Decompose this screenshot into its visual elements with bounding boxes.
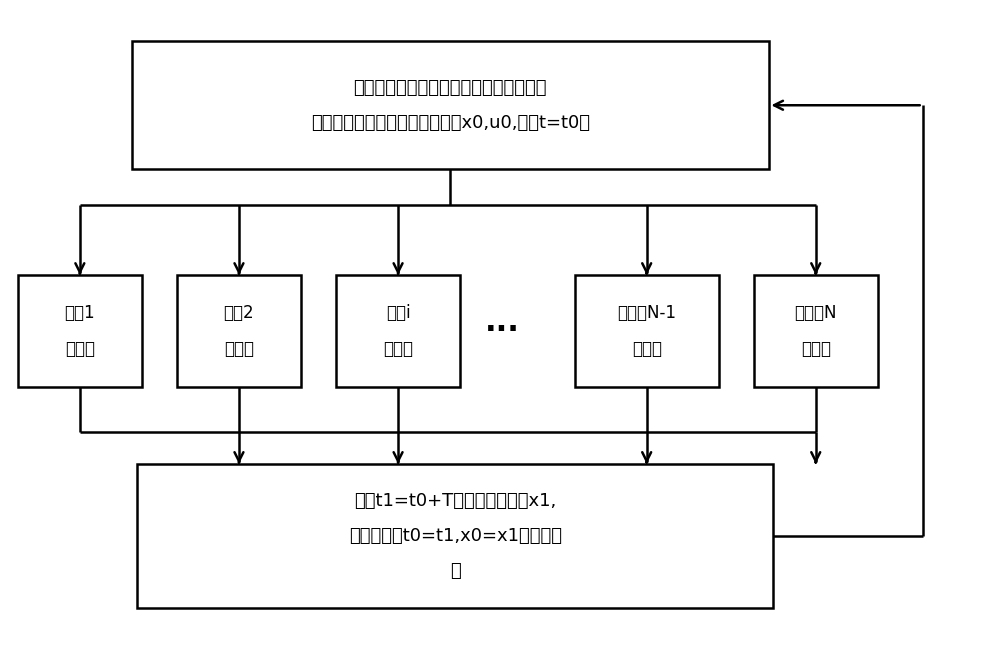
Text: 个路段: 个路段 [65, 340, 95, 358]
Bar [336, 275, 460, 387]
Text: 个路段: 个路段 [383, 340, 413, 358]
Text: 计算2: 计算2 [224, 304, 254, 322]
Text: 存储，并令t0=t1,x0=x1，改写初: 存储，并令t0=t1,x0=x1，改写初 [349, 527, 562, 545]
Bar [132, 41, 768, 169]
Text: （初始状态向量和控制输入向量x0,u0,对应t=t0）: （初始状态向量和控制输入向量x0,u0,对应t=t0） [311, 114, 590, 132]
Text: 値: 値 [450, 562, 461, 580]
Bar [575, 275, 719, 387]
Bar [137, 464, 773, 608]
Text: 计算1: 计算1 [65, 304, 95, 322]
Text: 计算第N: 计算第N [794, 304, 837, 322]
Text: 个路段: 个路段 [801, 340, 831, 358]
Bar [754, 275, 878, 387]
Text: ···: ··· [485, 316, 519, 345]
Text: 个路段: 个路段 [632, 340, 662, 358]
Bar [18, 275, 142, 387]
Text: 计算第N-1: 计算第N-1 [617, 304, 676, 322]
Text: 按照路段设定初始速度、密度、控制输入: 按照路段设定初始速度、密度、控制输入 [354, 79, 547, 97]
Text: 生成t1=t0+T时刻的状态向量x1,: 生成t1=t0+T时刻的状态向量x1, [354, 492, 556, 510]
Bar [177, 275, 301, 387]
Text: 个路段: 个路段 [224, 340, 254, 358]
Text: 计算i: 计算i [386, 304, 410, 322]
